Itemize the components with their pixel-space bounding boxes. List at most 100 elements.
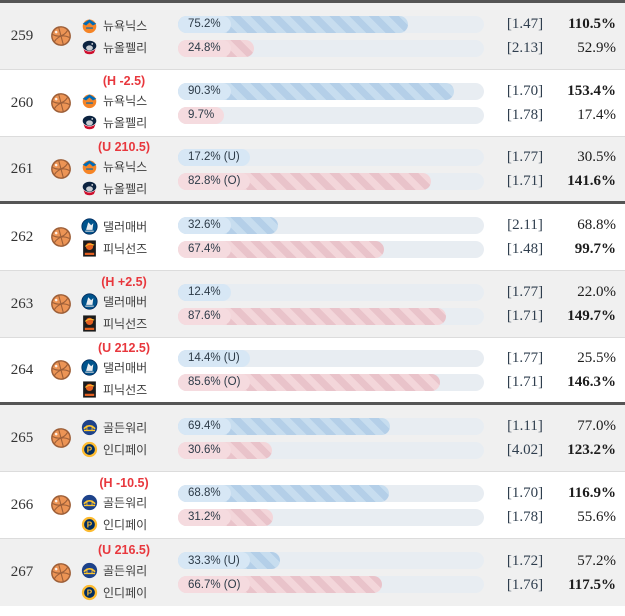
team-row-away: 뉴올펠리 <box>78 36 178 58</box>
bar-percent-label: 87.6% <box>178 307 231 325</box>
bet-option-bar-top[interactable]: 75.2% <box>178 15 484 33</box>
bet-option-bar-bottom[interactable]: 87.6% <box>178 307 484 325</box>
basketball-icon <box>44 427 78 449</box>
probability-bars: 33.3% (U) 66.7% (O) <box>178 552 494 593</box>
team-row-home: 골든워리 <box>78 416 178 438</box>
line-type-header: (U 216.5) <box>97 543 151 557</box>
team-name: 댈러매버 <box>103 295 148 309</box>
return-percent: 116.9% <box>568 485 616 501</box>
probability-bars: 69.4% 30.6% <box>178 417 494 459</box>
mavericks-logo <box>81 217 98 235</box>
team-name: 댈러매버 <box>103 361 148 375</box>
return-percent: 146.3% <box>567 374 616 390</box>
suns-logo <box>81 381 98 398</box>
game-row[interactable]: 265 골든워리 P 인디페이 69.4% 30.6% [1.11] <box>0 405 625 472</box>
returns-column: 30.5% 141.6% <box>556 145 625 193</box>
probability-bars: 14.4% (U) 85.6% (O) <box>178 349 494 391</box>
bar-percent-label: 30.6% <box>178 441 231 459</box>
return-percent: 123.2% <box>567 442 616 458</box>
odds-value: [1.76] <box>506 576 544 593</box>
bet-option-bar-top[interactable]: 12.4% <box>178 283 484 301</box>
game-row[interactable]: 266 (H -10.5) 골든워리 P 인디페이 68.8% 31.2% <box>0 472 625 539</box>
bet-option-bar-bottom[interactable]: 9.7% <box>178 106 484 124</box>
bar-percent-label: 75.2% <box>178 15 231 33</box>
bar-percent-label: 68.8% <box>178 484 231 502</box>
probability-bars: 12.4% 87.6% <box>178 283 494 325</box>
pelicans-logo <box>81 114 98 131</box>
mavericks-logo <box>81 359 98 376</box>
bar-percent-label: 17.2% (U) <box>178 148 250 166</box>
game-row[interactable]: 267 (U 216.5) 골든워리 P 인디페이 33.3% (U) 66.7… <box>0 539 625 606</box>
game-number: 267 <box>10 564 34 580</box>
bet-option-bar-top[interactable]: 90.3% <box>178 82 484 100</box>
line-type-header: (U 212.5) <box>97 340 151 355</box>
bet-option-bar-bottom[interactable]: 82.8% (O) <box>178 172 484 190</box>
teams-column: 뉴욕닉스 뉴올펠리 <box>78 14 178 58</box>
odds-column: [1.72] [1.76] <box>494 549 556 597</box>
game-row[interactable]: 263 (H +2.5) 댈러매버 피닉선즈 12.4% 87.6% <box>0 271 625 338</box>
returns-column: 153.4% 17.4% <box>556 79 625 127</box>
bet-option-bar-top[interactable]: 68.8% <box>178 484 484 502</box>
bet-option-bar-bottom[interactable]: 30.6% <box>178 441 484 459</box>
return-percent: 52.9% <box>577 40 616 56</box>
basketball-icon <box>44 359 78 381</box>
team-name: 뉴올펠리 <box>103 182 148 196</box>
game-row[interactable]: 262 댈러매버 피닉선즈 32.6% 67.4% [2.11] <box>0 204 625 271</box>
returns-column: 116.9% 55.6% <box>556 481 625 529</box>
game-number: 266 <box>10 496 34 513</box>
teams-column: 댈러매버 피닉선즈 <box>78 215 178 259</box>
game-number: 265 <box>10 429 34 446</box>
line-type-header: (H -2.5) <box>102 73 146 88</box>
game-row[interactable]: 259 뉴욕닉스 뉴올펠리 75.2% 24.8% [1.47] <box>0 3 625 70</box>
team-row-away: 뉴올펠리 <box>78 112 178 134</box>
game-number: 262 <box>10 228 34 245</box>
game-row[interactable]: 264 (U 212.5) 댈러매버 피닉선즈 14.4% (U) 85.6% … <box>0 338 625 405</box>
bar-percent-label: 82.8% (O) <box>178 172 251 190</box>
returns-column: 68.8% 99.7% <box>556 213 625 261</box>
return-percent: 30.5% <box>577 149 616 165</box>
odds-column: [1.77] [1.71] <box>494 280 556 328</box>
bar-percent-label: 69.4% <box>178 417 231 435</box>
bar-fill <box>178 307 447 325</box>
bar-fill <box>178 484 389 502</box>
teams-column: (H -2.5) 뉴욕닉스 뉴올펠리 <box>78 73 178 134</box>
bet-option-bar-top[interactable]: 14.4% (U) <box>178 349 484 367</box>
bet-option-bar-top[interactable]: 17.2% (U) <box>178 148 484 166</box>
teams-column: (H -10.5) 골든워리 P 인디페이 <box>78 475 178 536</box>
bet-option-bar-bottom[interactable]: 67.4% <box>178 240 484 258</box>
probability-bars: 32.6% 67.4% <box>178 216 494 258</box>
odds-column: [1.77] [1.71] <box>494 145 556 193</box>
game-row[interactable]: 261 (U 210.5) 뉴욕닉스 뉴올펠리 17.2% (U) 82.8% … <box>0 137 625 204</box>
bar-percent-label: 33.3% (U) <box>178 552 250 569</box>
bet-option-bar-top[interactable]: 33.3% (U) <box>178 552 484 569</box>
bet-option-bar-bottom[interactable]: 24.8% <box>178 39 484 57</box>
team-row-home: 골든워리 <box>78 559 178 581</box>
bet-option-bar-top[interactable]: 32.6% <box>178 216 484 234</box>
odds-value: [1.77] <box>506 284 544 300</box>
svg-text:P: P <box>87 445 93 454</box>
bet-option-bar-bottom[interactable]: 31.2% <box>178 508 484 526</box>
game-row[interactable]: 260 (H -2.5) 뉴욕닉스 뉴올펠리 90.3% 9.7% <box>0 70 625 137</box>
team-row-home: 뉴욕닉스 <box>78 14 178 36</box>
game-number: 263 <box>10 295 34 312</box>
svg-text:P: P <box>87 588 93 597</box>
bar-percent-label: 90.3% <box>178 82 231 100</box>
return-percent: 110.5% <box>568 16 616 32</box>
return-percent: 149.7% <box>567 308 616 324</box>
bar-percent-label: 14.4% (U) <box>178 349 250 367</box>
team-row-home: 뉴욕닉스 <box>78 156 178 178</box>
basketball-icon <box>44 92 78 114</box>
return-percent: 77.0% <box>577 418 616 434</box>
suns-logo <box>81 315 98 332</box>
odds-value: [1.71] <box>506 173 544 189</box>
returns-column: 110.5% 52.9% <box>556 12 625 60</box>
bar-percent-label: 32.6% <box>178 216 231 234</box>
bet-option-bar-bottom[interactable]: 66.7% (O) <box>178 576 484 593</box>
basketball-icon <box>44 562 78 584</box>
teams-column: (H +2.5) 댈러매버 피닉선즈 <box>78 274 178 335</box>
odds-value: [1.71] <box>506 374 544 390</box>
pacers-logo: P <box>81 441 98 458</box>
bet-option-bar-bottom[interactable]: 85.6% (O) <box>178 373 484 391</box>
bet-option-bar-top[interactable]: 69.4% <box>178 417 484 435</box>
